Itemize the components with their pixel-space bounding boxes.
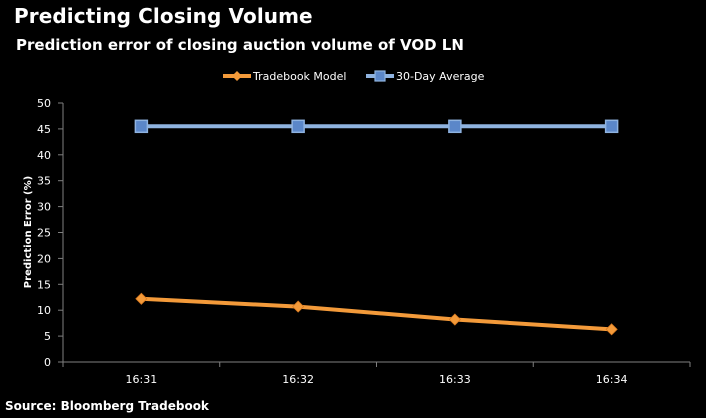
30-day-average-point	[291, 119, 305, 134]
x-tick-label: 16:33	[439, 373, 471, 386]
y-tick-label: 35	[37, 175, 51, 188]
chart-title: Predicting Closing Volume	[14, 4, 313, 28]
y-tick-label: 50	[37, 97, 51, 110]
legend-tradebook-model-marker	[232, 71, 242, 81]
legend-30-day-average-marker	[374, 70, 386, 82]
tradebook-model-point	[448, 313, 461, 326]
y-tick-label: 0	[44, 356, 51, 369]
30-day-average-point	[448, 119, 462, 134]
y-tick-label: 25	[37, 227, 51, 240]
y-tick-label: 45	[37, 123, 51, 136]
x-tick-label: 16:31	[126, 373, 158, 386]
x-tick-label: 16:34	[596, 373, 628, 386]
y-tick-label: 30	[37, 201, 51, 214]
30-day-average-point	[604, 119, 619, 134]
tradebook-model-point	[135, 292, 148, 305]
x-tick-label: 16:32	[282, 373, 314, 386]
30-day-average-point	[134, 119, 149, 134]
tradebook-model-line	[139, 296, 614, 332]
y-tick-label: 10	[37, 304, 51, 317]
y-tick-label: 15	[37, 278, 51, 291]
tradebook-model-point	[292, 300, 305, 313]
y-tick-label: 40	[37, 149, 51, 162]
source-note: Source: Bloomberg Tradebook	[5, 399, 209, 413]
tradebook-model-point	[605, 323, 618, 336]
legend-30-day-average-label: 30-Day Average	[396, 70, 485, 83]
legend-tradebook-model-label: Tradebook Model	[252, 70, 346, 83]
y-tick-label: 5	[44, 330, 51, 343]
y-axis-label: Prediction Error (%)	[23, 176, 34, 288]
y-tick-label: 20	[37, 252, 51, 265]
chart-subtitle: Prediction error of closing auction volu…	[16, 36, 464, 54]
